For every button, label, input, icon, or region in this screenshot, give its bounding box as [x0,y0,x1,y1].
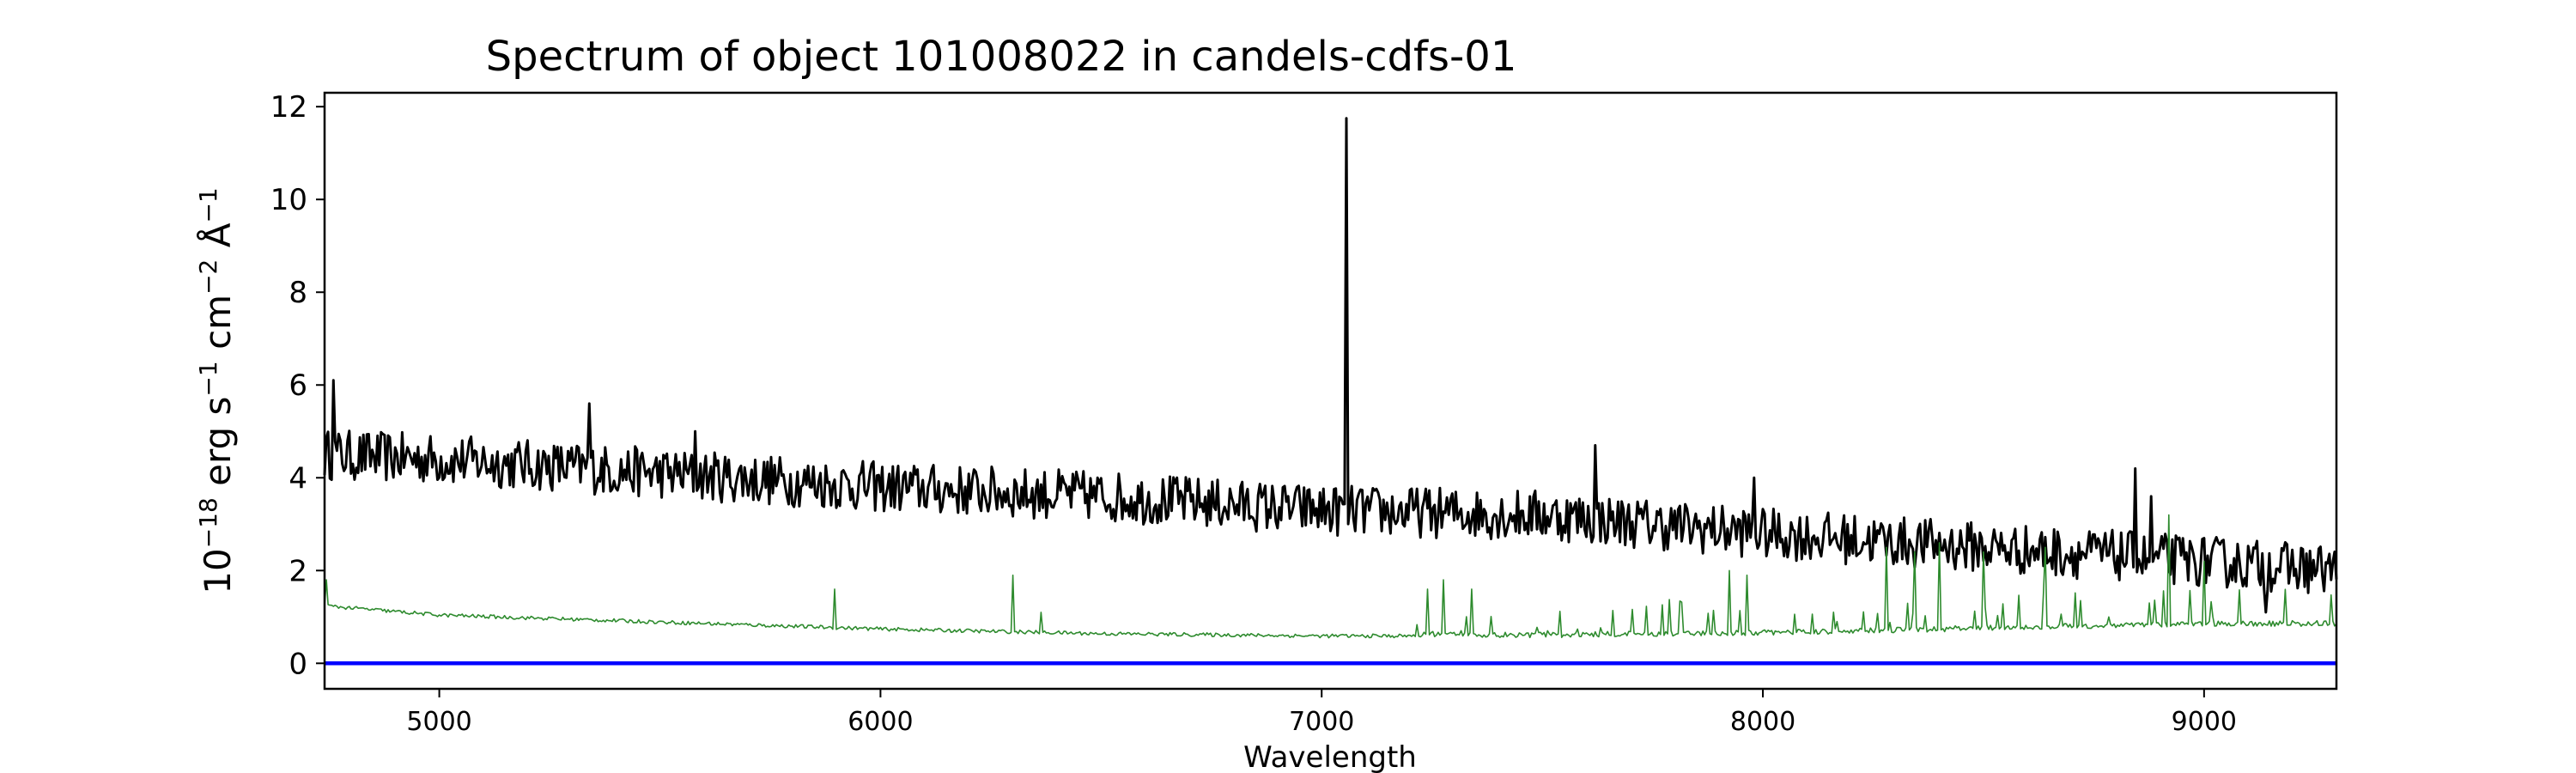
y-tick-label: 12 [270,90,307,125]
plot-frame [323,91,2338,691]
error-series-line [324,514,2337,639]
x-tick-label: 9000 [2172,707,2237,737]
y-label-part: Å [196,222,239,259]
y-label-exponent: −2 [194,259,222,295]
chart-title: Spectrum of object 101008022 in candels-… [486,33,1517,81]
y-label-exponent: −1 [194,361,222,396]
y-tick-label: 2 [289,554,307,588]
y-tick-label: 6 [289,368,307,403]
flux-series-line [323,117,2338,614]
y-label-part: 10 [197,548,239,593]
y-axis: 0 2 4 6 8 10 12 [270,90,325,681]
y-label-exponent: −18 [194,497,222,548]
y-label-part: cm [197,295,239,361]
x-axis-label: Wavelength [1243,740,1417,773]
x-tick-label: 5000 [406,707,471,737]
x-tick-label: 6000 [848,707,913,737]
y-axis-label: 10−18 erg s−1 cm−2 Å−1 [194,187,239,593]
y-tick-label: 4 [289,461,307,496]
y-tick-label: 0 [289,647,307,681]
x-axis: 5000 6000 7000 8000 9000 [406,689,2237,737]
plot-area [323,117,2338,666]
y-tick-label: 10 [270,183,307,217]
y-label-part: erg s [197,397,239,498]
x-tick-label: 7000 [1289,707,1354,737]
y-label-exponent: −1 [194,187,222,222]
y-tick-label: 8 [289,276,307,310]
x-tick-label: 8000 [1730,707,1795,737]
